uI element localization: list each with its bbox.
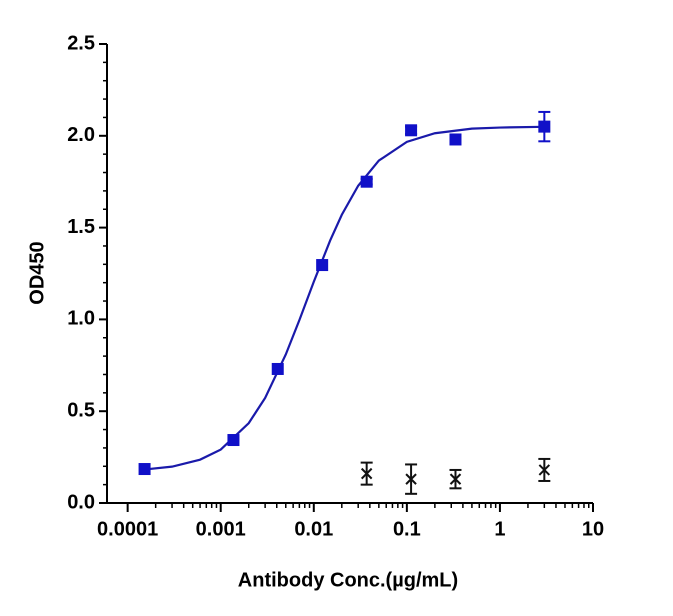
data-point [449,473,462,485]
data-point [360,467,373,480]
data-point [405,124,418,137]
data-point [138,463,151,476]
data-point [538,120,551,133]
y-tick-label: 1.0 [67,308,95,330]
x-tick-label: 0.001 [196,518,246,540]
data-point [360,175,373,188]
data-point [538,464,551,476]
x-axis-title: Antibody Conc.(µg/mL) [238,569,458,591]
y-tick-label: 0.5 [67,399,95,421]
x-tick-label: 0.0001 [97,518,158,540]
x-tick-label: 1 [494,518,505,540]
fit-curve [143,125,545,471]
y-axis-title: OD450 [26,241,48,304]
data-point [449,133,462,146]
y-tick-label: 1.5 [67,216,95,238]
x-tick-label: 0.1 [393,518,421,540]
y-tick-label: 2.0 [67,124,95,146]
data-point [405,473,417,485]
x-tick-label: 10 [582,518,604,540]
data-point [227,434,240,447]
data-point [316,259,329,272]
data-point [271,362,284,375]
x-tick-label: 0.01 [294,518,333,540]
y-tick-label: 0.0 [67,491,95,513]
y-tick-label: 2.5 [67,32,95,54]
